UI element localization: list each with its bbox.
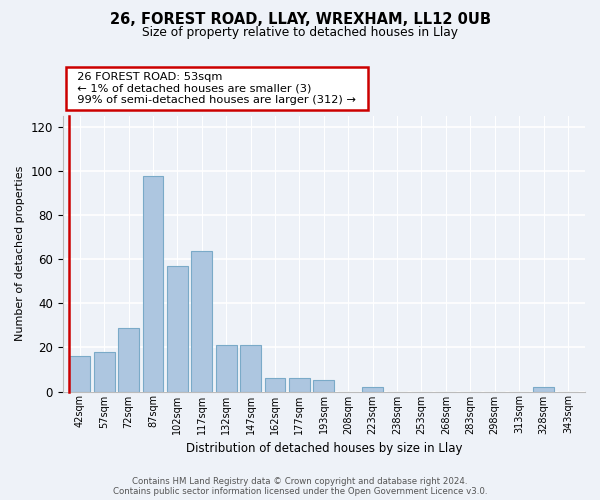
Bar	[167, 266, 188, 392]
X-axis label: Distribution of detached houses by size in Llay: Distribution of detached houses by size …	[185, 442, 462, 455]
Text: 26 FOREST ROAD: 53sqm
  ← 1% of detached houses are smaller (3)
  99% of semi-de: 26 FOREST ROAD: 53sqm ← 1% of detached h…	[70, 72, 364, 105]
Bar	[143, 176, 163, 392]
Bar	[240, 345, 261, 392]
Bar	[362, 387, 383, 392]
Y-axis label: Number of detached properties: Number of detached properties	[15, 166, 25, 342]
Bar	[94, 352, 115, 392]
Bar	[265, 378, 286, 392]
Bar	[216, 345, 236, 392]
Text: 26, FOREST ROAD, LLAY, WREXHAM, LL12 0UB: 26, FOREST ROAD, LLAY, WREXHAM, LL12 0UB	[110, 12, 491, 28]
Bar	[289, 378, 310, 392]
Bar	[533, 387, 554, 392]
Bar	[313, 380, 334, 392]
Bar	[191, 250, 212, 392]
Bar	[118, 328, 139, 392]
Text: Contains HM Land Registry data © Crown copyright and database right 2024.
Contai: Contains HM Land Registry data © Crown c…	[113, 476, 487, 496]
Text: Size of property relative to detached houses in Llay: Size of property relative to detached ho…	[142, 26, 458, 39]
Bar	[70, 356, 90, 392]
